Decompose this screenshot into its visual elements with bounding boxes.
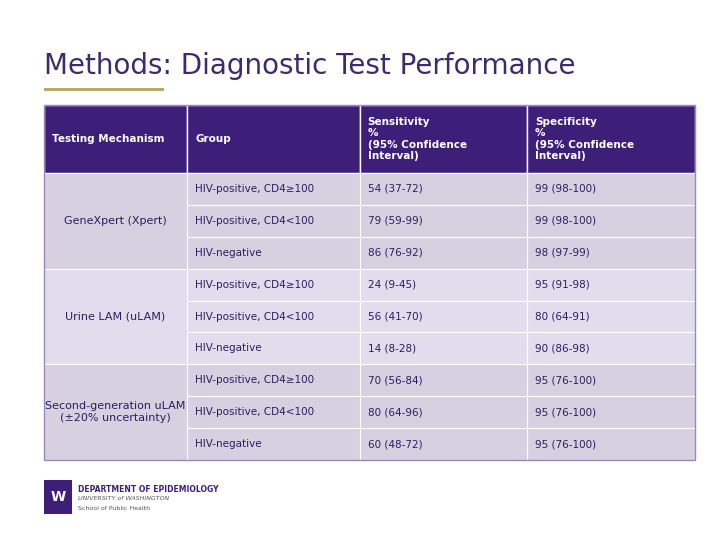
Text: HIV-negative: HIV-negative	[195, 343, 262, 353]
Text: HIV-positive, CD4<100: HIV-positive, CD4<100	[195, 312, 315, 321]
Text: HIV-negative: HIV-negative	[195, 248, 262, 258]
Text: 14 (8-28): 14 (8-28)	[368, 343, 416, 353]
Text: GeneXpert (Xpert): GeneXpert (Xpert)	[64, 216, 167, 226]
Bar	[187, 173, 360, 205]
Text: 95 (76-100): 95 (76-100)	[535, 375, 596, 385]
Bar	[360, 105, 527, 173]
Text: Urine LAM (uLAM): Urine LAM (uLAM)	[66, 312, 166, 321]
Bar	[187, 237, 360, 269]
Bar	[527, 428, 695, 460]
Text: Sensitivity
%
(95% Confidence
Interval): Sensitivity % (95% Confidence Interval)	[368, 117, 467, 161]
Text: Group: Group	[195, 134, 231, 144]
Bar	[360, 364, 527, 396]
Text: Second-generation uLAM
(±20% uncertainty): Second-generation uLAM (±20% uncertainty…	[45, 401, 186, 423]
Text: 60 (48-72): 60 (48-72)	[368, 439, 423, 449]
Text: 54 (37-72): 54 (37-72)	[368, 184, 423, 194]
Bar	[360, 205, 527, 237]
Bar	[527, 205, 695, 237]
Bar	[527, 173, 695, 205]
Text: 80 (64-96): 80 (64-96)	[368, 407, 423, 417]
Bar	[44, 105, 695, 460]
Bar	[44, 173, 187, 269]
Bar	[187, 105, 360, 173]
Text: HIV-positive, CD4<100: HIV-positive, CD4<100	[195, 407, 315, 417]
Bar	[187, 301, 360, 333]
Bar	[527, 364, 695, 396]
Bar	[44, 480, 72, 514]
Bar	[527, 105, 695, 173]
Bar	[187, 364, 360, 396]
Bar	[187, 333, 360, 364]
Bar	[360, 237, 527, 269]
Text: 79 (59-99): 79 (59-99)	[368, 216, 423, 226]
Text: HIV-negative: HIV-negative	[195, 439, 262, 449]
Bar	[527, 269, 695, 301]
Bar	[527, 396, 695, 428]
Text: 90 (86-98): 90 (86-98)	[535, 343, 590, 353]
Text: 95 (76-100): 95 (76-100)	[535, 407, 596, 417]
Bar	[360, 333, 527, 364]
Text: 70 (56-84): 70 (56-84)	[368, 375, 423, 385]
Bar	[360, 269, 527, 301]
Bar	[360, 173, 527, 205]
Text: HIV-positive, CD4≥100: HIV-positive, CD4≥100	[195, 184, 315, 194]
Bar	[360, 396, 527, 428]
Text: DEPARTMENT OF EPIDEMIOLOGY: DEPARTMENT OF EPIDEMIOLOGY	[78, 485, 218, 494]
Text: HIV-positive, CD4<100: HIV-positive, CD4<100	[195, 216, 315, 226]
Text: 86 (76-92): 86 (76-92)	[368, 248, 423, 258]
Text: 95 (91-98): 95 (91-98)	[535, 280, 590, 289]
Text: 99 (98-100): 99 (98-100)	[535, 216, 596, 226]
Bar	[527, 237, 695, 269]
Text: 24 (9-45): 24 (9-45)	[368, 280, 416, 289]
Text: 80 (64-91): 80 (64-91)	[535, 312, 590, 321]
Bar	[187, 396, 360, 428]
Bar	[527, 333, 695, 364]
Text: UNIVERSITY of WASHINGTON: UNIVERSITY of WASHINGTON	[78, 496, 169, 501]
Text: HIV-positive, CD4≥100: HIV-positive, CD4≥100	[195, 280, 315, 289]
Text: 98 (97-99): 98 (97-99)	[535, 248, 590, 258]
Bar	[44, 105, 187, 173]
Text: HIV-positive, CD4≥100: HIV-positive, CD4≥100	[195, 375, 315, 385]
Text: Specificity
%
(95% Confidence
Interval): Specificity % (95% Confidence Interval)	[535, 117, 634, 161]
Bar	[187, 205, 360, 237]
Text: Testing Mechanism: Testing Mechanism	[52, 134, 164, 144]
Text: W: W	[50, 490, 66, 504]
Bar	[187, 269, 360, 301]
Bar	[360, 301, 527, 333]
Text: 95 (76-100): 95 (76-100)	[535, 439, 596, 449]
Text: School of Public Health: School of Public Health	[78, 506, 150, 511]
Text: Methods: Diagnostic Test Performance: Methods: Diagnostic Test Performance	[44, 52, 575, 80]
Bar	[187, 428, 360, 460]
Bar	[360, 428, 527, 460]
Bar	[44, 269, 187, 365]
Text: 56 (41-70): 56 (41-70)	[368, 312, 423, 321]
Bar	[44, 364, 187, 460]
Text: 99 (98-100): 99 (98-100)	[535, 184, 596, 194]
Bar	[527, 301, 695, 333]
Bar	[44, 88, 164, 91]
